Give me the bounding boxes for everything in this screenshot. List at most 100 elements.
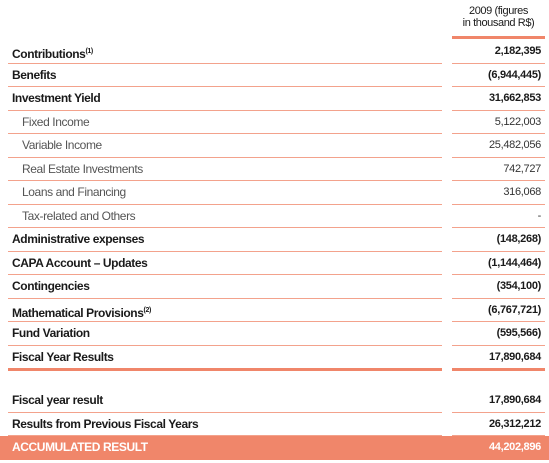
label-text: Tax-related and Others xyxy=(22,208,136,223)
table-row: Administrative expenses (148,268) xyxy=(0,228,549,252)
label-text: Investment Yield xyxy=(12,91,101,105)
row-label: Results from Previous Fiscal Years xyxy=(12,413,199,437)
separator xyxy=(452,368,545,371)
row-value: 25,482,056 xyxy=(488,139,541,151)
table-row: Fixed Income 5,122,003 xyxy=(0,111,549,135)
row-label: Real Estate Investments xyxy=(22,158,143,182)
row-value: 44,202,896 xyxy=(488,441,541,453)
separator xyxy=(8,435,442,436)
table-row: Fund Variation (595,566) xyxy=(0,322,549,346)
row-label: Fiscal Year Results xyxy=(12,346,114,370)
separator xyxy=(452,250,545,252)
row-label: Benefits xyxy=(12,64,57,88)
row-value: (595,566) xyxy=(496,327,542,339)
label-text: Real Estate Investments xyxy=(22,161,143,176)
separator xyxy=(8,133,442,134)
separator xyxy=(8,250,442,252)
label-text: Contingencies xyxy=(12,279,90,293)
footnote-mark: (1) xyxy=(85,48,93,55)
table-row: Mathematical Provisions(2) (6,767,721) xyxy=(0,299,549,322)
separator xyxy=(8,274,442,275)
separator xyxy=(452,62,545,64)
separator xyxy=(452,109,545,111)
label-text: Variable Income xyxy=(22,138,102,152)
separator xyxy=(8,411,442,413)
separator xyxy=(8,109,442,111)
header-rule xyxy=(452,36,545,39)
label-text: Benefits xyxy=(12,67,57,82)
label-text: CAPA Account – Updates xyxy=(12,255,148,270)
label-text: Mathematical Provisions xyxy=(12,305,144,320)
table-row: Contributions(1) 2,182,395 xyxy=(0,40,549,64)
table-row: Contingencies (354,100) xyxy=(0,275,549,299)
row-value: 316,068 xyxy=(503,186,541,198)
table-row: ACCUMULATED RESULT 44,202,896 xyxy=(0,436,549,460)
row-value: (6,767,721) xyxy=(488,303,541,316)
row-value: 17,890,684 xyxy=(488,350,541,363)
row-label: Investment Yield xyxy=(12,87,101,111)
separator xyxy=(452,274,545,275)
table-row: Results from Previous Fiscal Years 26,312… xyxy=(0,413,549,437)
row-label: Variable Income xyxy=(22,134,102,158)
table-row: Tax-related and Others - xyxy=(0,205,549,229)
table-row: Variable Income 25,482,056 xyxy=(0,134,549,158)
separator xyxy=(8,227,442,228)
separator xyxy=(452,435,545,436)
header-line: 2009 (figures xyxy=(468,5,528,17)
row-label: ACCUMULATED RESULT xyxy=(12,436,148,460)
row-value: 17,890,684 xyxy=(488,394,541,406)
table-row: Real Estate Investments 742,727 xyxy=(0,158,549,182)
label-text: Administrative expenses xyxy=(12,232,145,246)
separator xyxy=(452,156,545,158)
row-value: 742,727 xyxy=(503,162,541,175)
row-label: Loans and Financing xyxy=(22,181,126,205)
label-text: Fund Variation xyxy=(12,326,90,340)
label-text: Fiscal Year Results xyxy=(12,349,114,364)
label-text: Fixed Income xyxy=(22,114,90,129)
table-row: Loans and Financing 316,068 xyxy=(0,181,549,205)
label-text: Fiscal year result xyxy=(12,393,103,407)
separator xyxy=(8,86,442,87)
table-row: Benefits (6,944,445) xyxy=(0,64,549,88)
row-value: 31,662,853 xyxy=(488,92,541,104)
header-line: in thousand R$) xyxy=(462,17,535,29)
label-text: ACCUMULATED RESULT xyxy=(12,440,148,454)
label-text: Contributions xyxy=(12,47,86,61)
separator xyxy=(8,203,442,205)
separator xyxy=(452,411,545,413)
row-value: - xyxy=(537,209,542,222)
row-value: (148,268) xyxy=(496,233,542,245)
separator xyxy=(452,344,545,346)
column-header: 2009 (figures in thousand R$) xyxy=(452,5,545,29)
row-value: 2,182,395 xyxy=(494,45,542,57)
separator xyxy=(8,321,442,322)
row-value: 5,122,003 xyxy=(494,115,542,128)
table-row: Investment Yield 31,662,853 xyxy=(0,87,549,111)
row-label: CAPA Account – Updates xyxy=(12,252,148,276)
row-value: (6,944,445) xyxy=(488,68,541,81)
separator xyxy=(452,321,545,322)
row-label: Contingencies xyxy=(12,275,90,299)
table-row: Fiscal Year Results 17,890,684 xyxy=(0,346,549,371)
row-label: Fixed Income xyxy=(22,111,90,135)
separator xyxy=(452,227,545,228)
separator xyxy=(452,133,545,134)
row-label: Administrative expenses xyxy=(12,228,145,252)
separator xyxy=(8,62,442,64)
row-value: (1,144,464) xyxy=(488,256,541,269)
row-value: 26,312,212 xyxy=(488,417,541,430)
label-text: Results from Previous Fiscal Years xyxy=(12,416,199,431)
table-row: CAPA Account – Updates (1,144,464) xyxy=(0,252,549,276)
label-text: Loans and Financing xyxy=(22,185,126,199)
separator xyxy=(452,86,545,87)
row-value: (354,100) xyxy=(496,280,542,292)
row-label: Contributions(1) xyxy=(12,40,93,67)
separator xyxy=(8,180,442,181)
separator xyxy=(8,368,442,371)
separator xyxy=(8,156,442,158)
separator xyxy=(452,180,545,181)
separator xyxy=(452,297,545,299)
separator xyxy=(452,203,545,205)
row-label: Tax-related and Others xyxy=(22,205,136,229)
